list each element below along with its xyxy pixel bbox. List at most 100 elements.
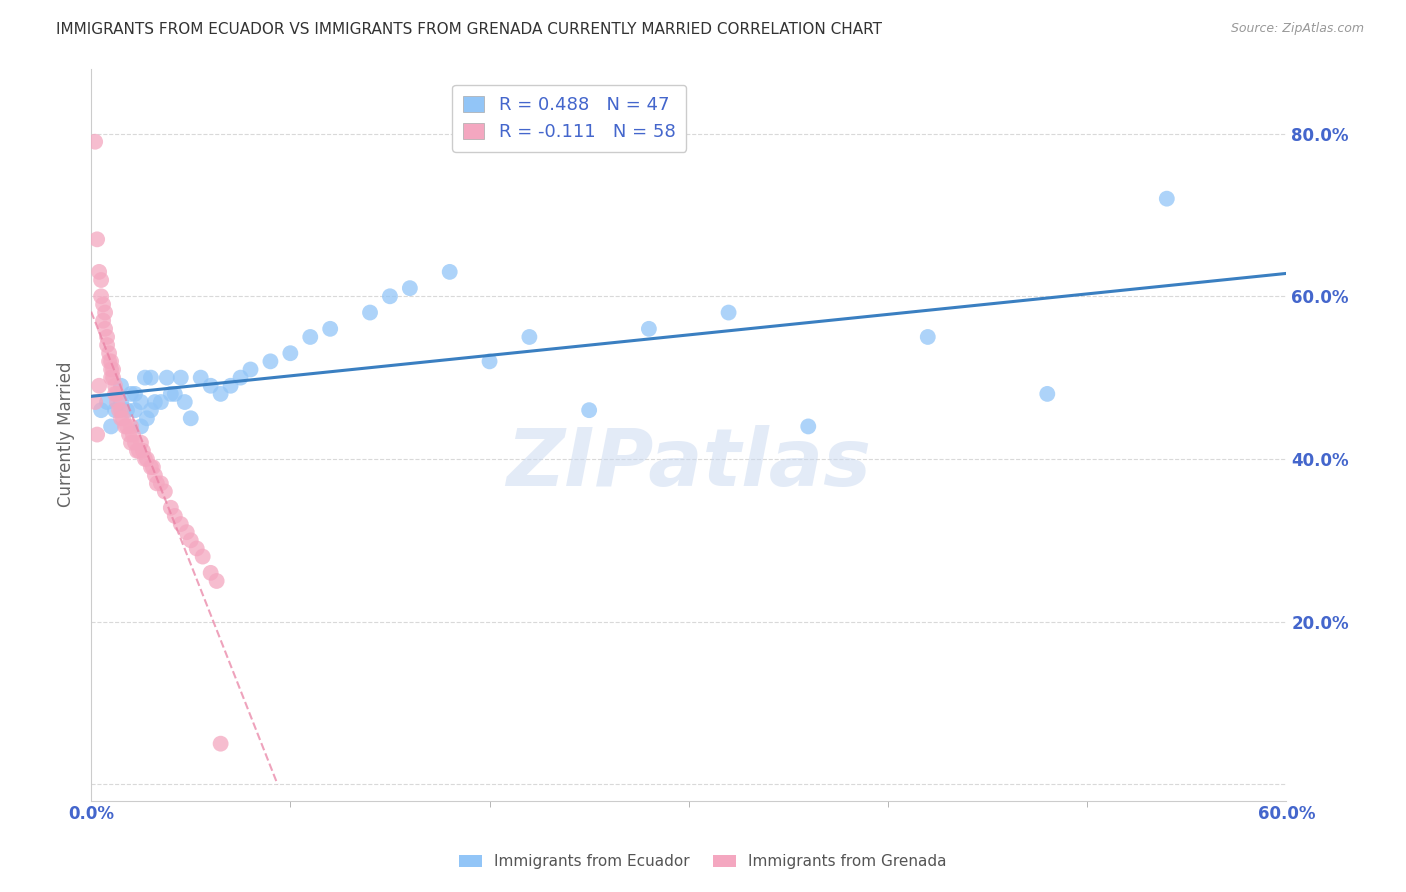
Point bbox=[219, 378, 242, 392]
Point bbox=[118, 427, 141, 442]
Point bbox=[104, 387, 127, 401]
Point bbox=[86, 232, 108, 246]
Point bbox=[98, 346, 121, 360]
Point bbox=[139, 403, 162, 417]
Point bbox=[98, 354, 121, 368]
Point bbox=[163, 387, 186, 401]
Point bbox=[90, 289, 112, 303]
Point bbox=[229, 370, 252, 384]
Point bbox=[180, 533, 202, 548]
Point bbox=[110, 411, 132, 425]
Point bbox=[104, 403, 127, 417]
Point bbox=[209, 387, 232, 401]
Point bbox=[128, 443, 150, 458]
Point bbox=[129, 419, 152, 434]
Point bbox=[110, 395, 132, 409]
Point bbox=[139, 460, 162, 475]
Point bbox=[108, 403, 131, 417]
Legend: R = 0.488   N = 47, R = -0.111   N = 58: R = 0.488 N = 47, R = -0.111 N = 58 bbox=[451, 85, 686, 153]
Point bbox=[160, 500, 183, 515]
Point bbox=[86, 427, 108, 442]
Point bbox=[190, 370, 212, 384]
Point bbox=[717, 305, 740, 319]
Point bbox=[84, 395, 107, 409]
Text: Source: ZipAtlas.com: Source: ZipAtlas.com bbox=[1230, 22, 1364, 36]
Y-axis label: Currently Married: Currently Married bbox=[58, 362, 75, 508]
Point bbox=[519, 330, 541, 344]
Point bbox=[149, 395, 172, 409]
Point bbox=[124, 435, 146, 450]
Point bbox=[280, 346, 302, 360]
Point bbox=[209, 737, 232, 751]
Point bbox=[105, 387, 128, 401]
Point bbox=[100, 370, 122, 384]
Point bbox=[359, 305, 381, 319]
Point bbox=[104, 378, 127, 392]
Point bbox=[299, 330, 322, 344]
Point bbox=[94, 305, 117, 319]
Point bbox=[399, 281, 422, 295]
Point bbox=[94, 322, 117, 336]
Point bbox=[91, 314, 114, 328]
Point bbox=[191, 549, 214, 564]
Point bbox=[115, 419, 138, 434]
Point bbox=[143, 468, 166, 483]
Point bbox=[100, 354, 122, 368]
Text: IMMIGRANTS FROM ECUADOR VS IMMIGRANTS FROM GRENADA CURRENTLY MARRIED CORRELATION: IMMIGRANTS FROM ECUADOR VS IMMIGRANTS FR… bbox=[56, 22, 882, 37]
Point bbox=[139, 370, 162, 384]
Point bbox=[146, 476, 169, 491]
Point bbox=[129, 435, 152, 450]
Point bbox=[101, 370, 124, 384]
Point bbox=[378, 289, 401, 303]
Point bbox=[797, 419, 820, 434]
Point bbox=[96, 330, 118, 344]
Point bbox=[170, 370, 193, 384]
Point bbox=[200, 378, 222, 392]
Legend: Immigrants from Ecuador, Immigrants from Grenada: Immigrants from Ecuador, Immigrants from… bbox=[453, 848, 953, 875]
Point bbox=[173, 395, 195, 409]
Point bbox=[120, 435, 142, 450]
Point bbox=[87, 378, 110, 392]
Point bbox=[143, 395, 166, 409]
Point bbox=[111, 411, 134, 425]
Point bbox=[478, 354, 501, 368]
Point bbox=[1036, 387, 1059, 401]
Point bbox=[120, 387, 142, 401]
Point bbox=[129, 395, 152, 409]
Point bbox=[115, 403, 138, 417]
Point bbox=[96, 338, 118, 352]
Point bbox=[180, 411, 202, 425]
Point bbox=[136, 452, 159, 467]
Point bbox=[124, 403, 146, 417]
Point bbox=[84, 135, 107, 149]
Point bbox=[259, 354, 281, 368]
Point bbox=[205, 574, 228, 588]
Point bbox=[163, 508, 186, 523]
Point bbox=[100, 419, 122, 434]
Point bbox=[319, 322, 342, 336]
Point bbox=[125, 443, 148, 458]
Point bbox=[96, 395, 118, 409]
Point bbox=[134, 370, 156, 384]
Point bbox=[176, 525, 198, 540]
Point bbox=[638, 322, 661, 336]
Point bbox=[87, 265, 110, 279]
Point bbox=[142, 460, 165, 475]
Point bbox=[160, 387, 183, 401]
Point bbox=[132, 443, 155, 458]
Point bbox=[1156, 192, 1178, 206]
Point bbox=[122, 427, 145, 442]
Point bbox=[90, 403, 112, 417]
Point bbox=[153, 484, 176, 499]
Point bbox=[101, 362, 124, 376]
Point bbox=[100, 362, 122, 376]
Point bbox=[110, 378, 132, 392]
Point bbox=[239, 362, 262, 376]
Point bbox=[105, 395, 128, 409]
Point bbox=[114, 419, 136, 434]
Point bbox=[120, 419, 142, 434]
Point bbox=[578, 403, 600, 417]
Point bbox=[134, 452, 156, 467]
Text: ZIPatlas: ZIPatlas bbox=[506, 425, 872, 503]
Point bbox=[917, 330, 939, 344]
